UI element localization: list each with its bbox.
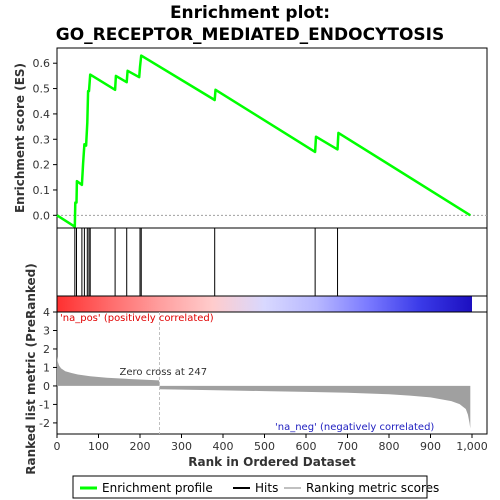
ranked-y-axis-label: Ranked list metric (PreRanked) <box>24 263 38 475</box>
x-tick-label: 0 <box>54 440 61 453</box>
es-y-axis-label: Enrichment score (ES) <box>13 63 27 213</box>
es-plot-area <box>56 47 488 229</box>
ranked-y-tick-label: 1 <box>43 361 50 374</box>
legend-enrichment-label: Enrichment profile <box>102 481 213 495</box>
ranked-metric-area-group <box>57 356 471 429</box>
es-y-ticks: 0.0 0.1 0.2 0.3 0.4 0.5 0.6 <box>33 57 57 222</box>
es-y-tick-label: 0.0 <box>33 209 51 222</box>
ranked-y-tick-label: -1 <box>39 398 50 411</box>
es-line-group <box>56 54 471 228</box>
ranked-y-tick-label: 3 <box>43 324 50 337</box>
ranked-y-ticks: 4 3 2 1 0 -1 -2 <box>39 306 57 430</box>
es-panel: 0.0 0.1 0.2 0.3 0.4 0.5 0.6 Enrichment score (… <box>13 47 488 229</box>
es-y-tick-label: 0.6 <box>33 57 51 70</box>
ranked-plot-area <box>56 311 488 435</box>
x-tick-label: 100 <box>88 440 109 453</box>
es-line <box>56 54 471 228</box>
es-y-tick-label: 0.2 <box>33 159 51 172</box>
hits-panel <box>56 227 488 297</box>
ranked-y-tick-label: 4 <box>43 306 50 319</box>
x-tick-label: 1,000 <box>456 440 488 453</box>
x-axis-label: Rank in Ordered Dataset <box>188 455 356 469</box>
ranked-panel: 4 3 2 1 0 -1 -2 Zero cross at 247 'na_pos' (po… <box>24 263 488 475</box>
legend: Enrichment profile Hits Ranking metric s… <box>72 475 439 499</box>
ranked-y-tick-label: 2 <box>43 343 50 356</box>
x-tick-label: 900 <box>420 440 441 453</box>
chart-title-line2: GO_RECEPTOR_MEDIATED_ENDOCYTOSIS <box>56 25 444 45</box>
es-y-tick-label: 0.4 <box>33 108 51 121</box>
x-tick-label: 800 <box>379 440 400 453</box>
pos-correlated-label: 'na_pos' (positively correlated) <box>60 313 214 324</box>
hits-plot-area <box>56 227 488 297</box>
x-tick-label: 500 <box>254 440 275 453</box>
hits-lines <box>74 228 339 296</box>
rank-colorbar-panel <box>56 295 488 313</box>
ranked-metric-area <box>57 356 471 429</box>
legend-hits-label: Hits <box>255 481 278 495</box>
x-tick-label: 700 <box>337 440 358 453</box>
zero-cross-label: Zero cross at 247 <box>120 367 208 378</box>
legend-metric-label: Ranking metric scores <box>306 481 439 495</box>
rank-colorbar <box>57 296 472 312</box>
es-y-tick-label: 0.5 <box>33 83 51 96</box>
x-tick-label: 200 <box>130 440 151 453</box>
chart-title-line1: Enrichment plot: <box>170 3 330 23</box>
x-tick-label: 600 <box>296 440 317 453</box>
neg-correlated-label: 'na_neg' (negatively correlated) <box>275 422 434 433</box>
x-tick-label: 300 <box>171 440 192 453</box>
x-axis: 0 100 200 300 400 500 600 700 800 900 1,000 <box>54 434 488 453</box>
ranked-y-tick-label: 0 <box>43 380 50 393</box>
x-tick-label: 400 <box>213 440 234 453</box>
es-y-tick-label: 0.1 <box>33 184 51 197</box>
ranked-y-tick-label: -2 <box>39 417 50 430</box>
es-y-tick-label: 0.3 <box>33 133 51 146</box>
